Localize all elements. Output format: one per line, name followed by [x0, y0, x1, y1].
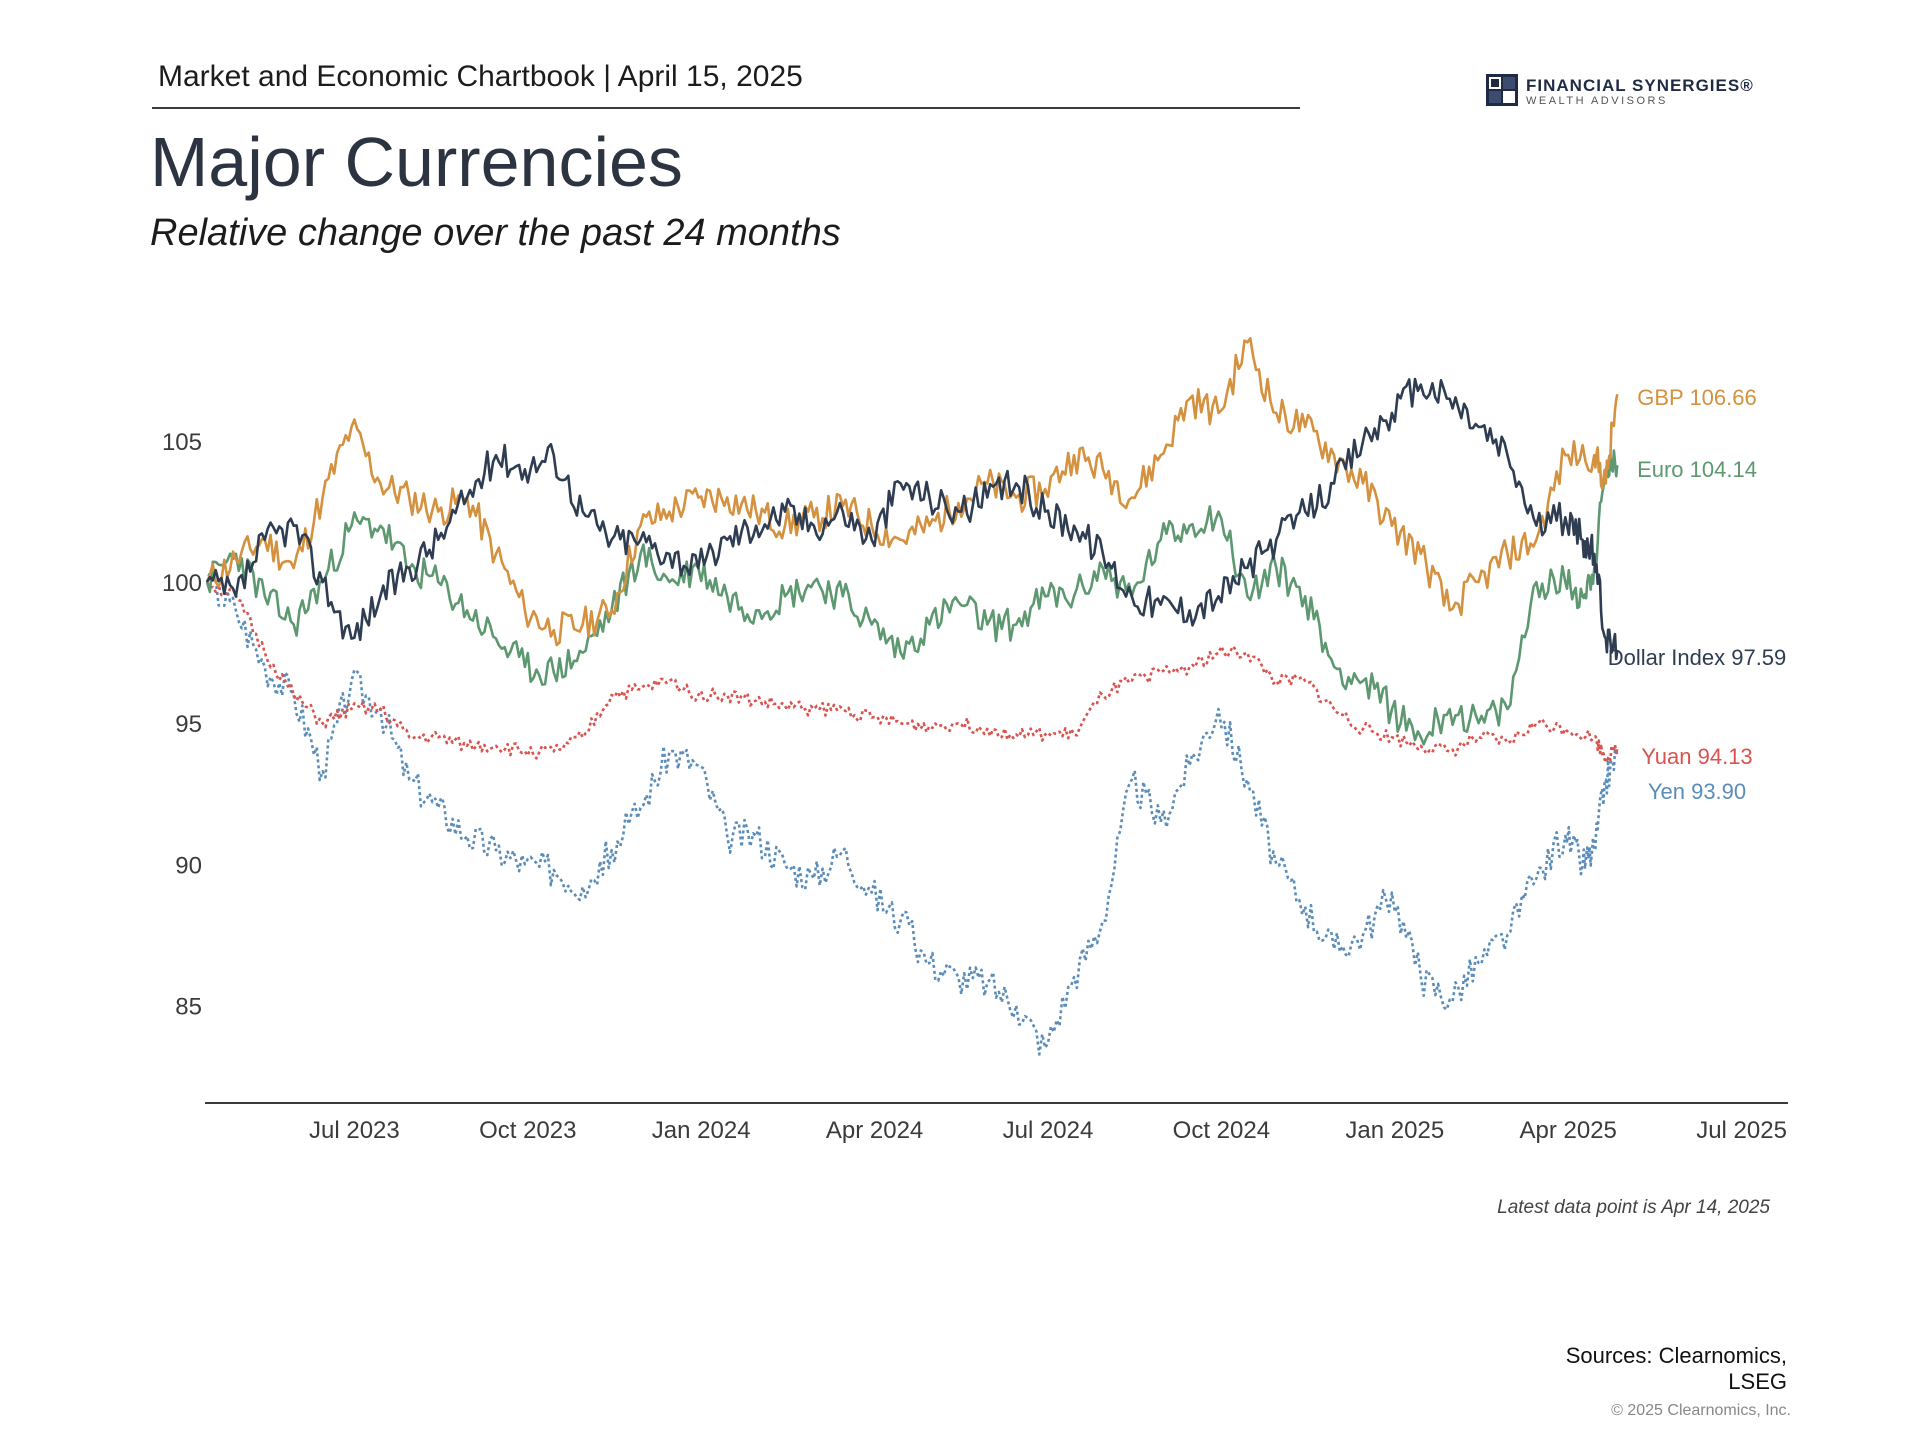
- copyright-text: © 2025 Clearnomics, Inc.: [1611, 1402, 1791, 1419]
- latest-data-note: Latest data point is Apr 14, 2025: [1497, 1197, 1770, 1218]
- x-tick-label: Jan 2025: [1345, 1117, 1444, 1144]
- logo-mark-icon: [1486, 74, 1518, 106]
- x-tick-label: Oct 2023: [479, 1117, 576, 1144]
- y-tick-label: 100: [162, 570, 202, 597]
- series-line-yuan: [205, 581, 1619, 764]
- end-label-gbp: GBP 106.66: [1637, 385, 1756, 410]
- x-tick-label: Apr 2024: [826, 1117, 923, 1144]
- x-tick-label: Jul 2025: [1696, 1117, 1787, 1144]
- header-divider: [152, 107, 1300, 109]
- series-line-dollar-index: [205, 377, 1619, 661]
- page-subtitle: Relative change over the past 24 months: [150, 212, 841, 254]
- y-tick-label: 95: [175, 711, 202, 738]
- y-tick-label: 90: [175, 852, 202, 879]
- series-line-euro: [205, 449, 1619, 746]
- end-label-euro: Euro 104.14: [1637, 457, 1757, 482]
- y-tick-label: 105: [162, 429, 202, 456]
- sources-text: Sources: Clearnomics, LSEG: [1565, 1343, 1787, 1394]
- series-end-labels: GBP 106.66 Euro 104.14 Dollar Index 97.59 Y…: [1608, 385, 1787, 804]
- x-tick-label: Oct 2024: [1173, 1117, 1270, 1144]
- page-title: Major Currencies: [150, 123, 683, 201]
- x-tick-label: Jan 2024: [652, 1117, 751, 1144]
- series-line-yen: [205, 570, 1619, 1056]
- end-label-yuan: Yuan 94.13: [1641, 744, 1752, 769]
- series-line-gbp: [205, 337, 1619, 647]
- logo-subtitle: WEALTH ADVISORS: [1526, 95, 1668, 107]
- x-tick-label: Jul 2023: [309, 1117, 400, 1144]
- series-lines: [205, 337, 1619, 1056]
- end-label-dollar-index: Dollar Index 97.59: [1608, 645, 1787, 670]
- end-label-yen: Yen 93.90: [1648, 779, 1746, 804]
- logo-name: FINANCIAL SYNERGIES®: [1526, 76, 1754, 95]
- x-tick-label: Jul 2024: [1003, 1117, 1094, 1144]
- x-tick-label: Apr 2025: [1519, 1117, 1616, 1144]
- x-axis-ticks: Jul 2023 Oct 2023 Jan 2024 Apr 2024 Jul 2024…: [309, 1117, 1787, 1144]
- chartbook-header: Market and Economic Chartbook | April 15…: [158, 60, 803, 93]
- y-tick-label: 85: [175, 993, 202, 1020]
- financial-synergies-logo: FINANCIAL SYNERGIES® WEALTH ADVISORS: [1486, 74, 1776, 110]
- y-axis-ticks: 85 90 95 100 105: [162, 429, 202, 1020]
